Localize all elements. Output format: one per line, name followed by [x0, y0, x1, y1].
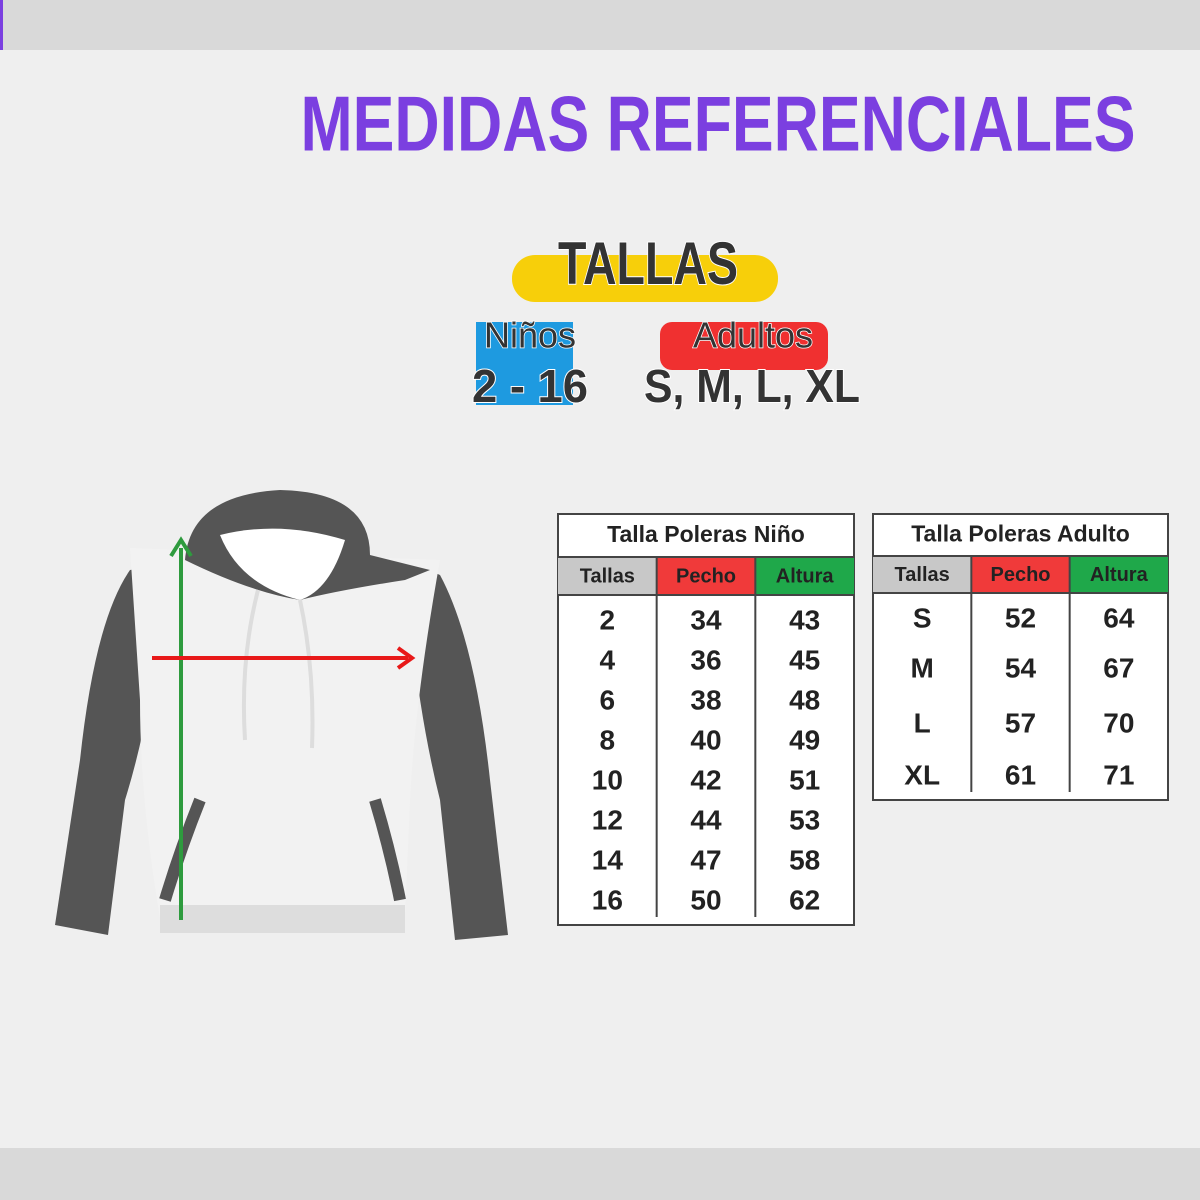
table-cell: 4	[600, 644, 616, 675]
header-label: Pecho	[990, 564, 1050, 586]
drawstrings	[241, 589, 315, 749]
table-cell: 62	[789, 884, 820, 915]
table-cell: 16	[592, 884, 623, 915]
hood-inner	[220, 528, 345, 600]
header-label: Tallas	[895, 564, 950, 586]
table-cell: 45	[789, 644, 820, 675]
height-arrowhead	[169, 536, 193, 558]
table-cell: 54	[1005, 652, 1037, 683]
table-cell: 50	[690, 884, 721, 915]
hoodie-body	[130, 548, 440, 918]
header-label: Altura	[776, 565, 835, 587]
table-cell: 43	[789, 604, 820, 635]
sizes-pill	[512, 255, 778, 302]
table-cell: 49	[789, 724, 820, 755]
table-cell: L	[914, 707, 931, 738]
table-cell: 52	[1005, 602, 1036, 633]
header-label: Altura	[1090, 564, 1149, 586]
table-cell: 67	[1103, 652, 1134, 683]
table-cell: 53	[789, 804, 820, 835]
table-cell: 71	[1103, 759, 1134, 790]
kids-badge	[476, 322, 573, 405]
sizes-label: TALLAS	[558, 230, 738, 297]
table-cell: S	[913, 602, 932, 633]
table-cell: 38	[690, 684, 721, 715]
table-cell: 47	[690, 844, 721, 875]
header-cell	[558, 558, 657, 594]
table-cell: XL	[904, 759, 940, 790]
table-cell: 57	[1005, 707, 1036, 738]
header-label: Pecho	[676, 565, 736, 587]
table-cell: 10	[592, 764, 623, 795]
header-label: Tallas	[580, 565, 635, 587]
header-cell	[755, 558, 854, 594]
table-cell: 42	[690, 764, 721, 795]
header-cell	[873, 557, 972, 592]
kids-range: 2 - 16	[472, 360, 588, 412]
header-cell	[971, 557, 1070, 592]
kids-label: Niños	[484, 315, 576, 356]
table-cell: 51	[789, 764, 820, 795]
table-cell: 40	[690, 724, 721, 755]
chest-arrowhead	[396, 646, 416, 670]
adults-range: S, M, L, XL	[644, 360, 860, 412]
right-sleeve	[405, 560, 508, 940]
table-cell: 58	[789, 844, 820, 875]
table-cell: 64	[1103, 602, 1135, 633]
table-cell: 12	[592, 804, 623, 835]
header-cell	[656, 558, 756, 594]
hoodie-illustration	[55, 490, 508, 940]
table-cell: 48	[789, 684, 820, 715]
bottom-bar	[0, 1148, 1200, 1200]
table-cell: 2	[600, 604, 616, 635]
top-accent	[0, 0, 3, 50]
table-cell: 70	[1103, 707, 1134, 738]
table-cell: 8	[600, 724, 616, 755]
adults-badge	[660, 322, 828, 370]
page-title: MEDIDAS REFERENCIALES	[301, 80, 1136, 168]
table-title: Talla Poleras Adulto	[911, 521, 1130, 547]
table-cell: 44	[690, 804, 722, 835]
table-cell: 34	[690, 604, 722, 635]
table-cell: 6	[600, 684, 616, 715]
hoodie-hem	[160, 905, 405, 933]
table-title: Talla Poleras Niño	[607, 521, 805, 547]
table-cell: 61	[1005, 759, 1036, 790]
top-bar	[0, 0, 1200, 50]
table-cell: 36	[690, 644, 721, 675]
table-cell: 14	[592, 844, 624, 875]
table-cell: M	[911, 652, 934, 683]
adults-label: Adultos	[693, 315, 813, 356]
header-cell	[1069, 557, 1168, 592]
